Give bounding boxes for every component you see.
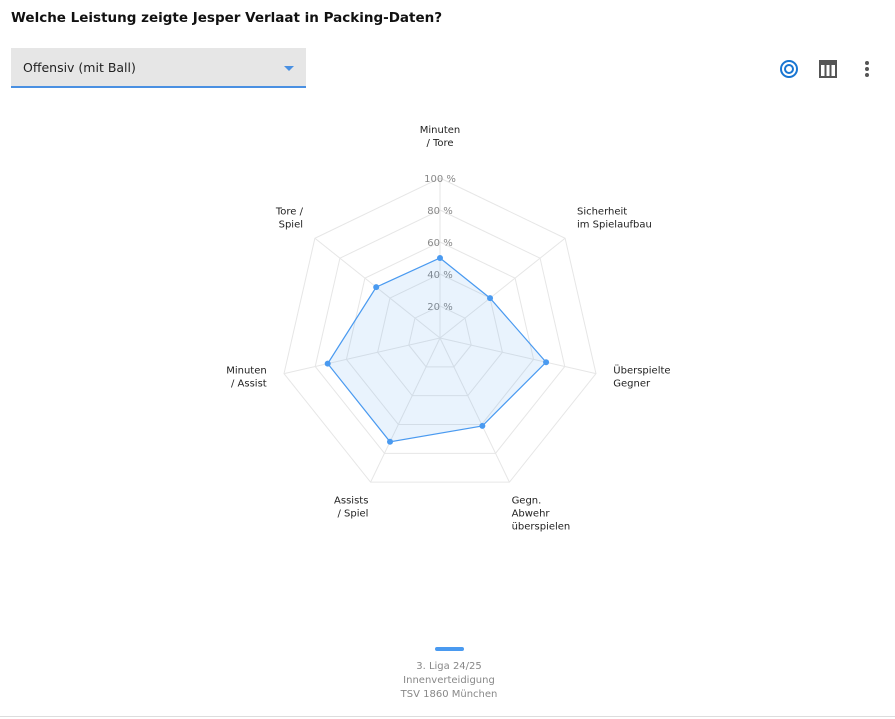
spoke — [439, 337, 510, 483]
spoke — [439, 237, 566, 339]
table-icon[interactable] — [819, 60, 837, 78]
r-tick-label: 20 % — [427, 302, 452, 313]
axis-label-line: Gegn. — [512, 495, 542, 506]
grid-ring — [408, 305, 472, 368]
grid-ring — [283, 177, 597, 483]
grid-ring — [314, 209, 566, 454]
axis-label-line: im Spielaufbau — [577, 219, 652, 230]
dropdown[interactable]: Offensiv (mit Ball) — [11, 48, 306, 88]
data-point — [324, 360, 331, 367]
spoke — [283, 337, 441, 375]
data-point — [487, 295, 494, 302]
axis-label-line: / Spiel — [337, 508, 368, 519]
axis-label: Minuten / Tore — [420, 125, 461, 149]
axis-label-line: Abwehr — [512, 508, 551, 519]
axis-label: Tore / Spiel — [275, 206, 304, 230]
grid-ring — [345, 241, 535, 425]
axis-label-line: Tore / — [275, 206, 304, 217]
r-tick-label: 80 % — [427, 206, 452, 217]
toolbar — [780, 60, 869, 78]
legend-text: 3. Liga 24/25 — [416, 661, 482, 672]
axis-label-line: Spiel — [279, 219, 303, 230]
spoke — [439, 337, 597, 375]
caret — [284, 66, 294, 71]
data-point — [437, 255, 443, 261]
r-tick-label: 60 % — [427, 238, 452, 249]
grid-ring — [377, 273, 503, 397]
data-point — [479, 422, 486, 429]
axis-label-line: / Tore — [426, 138, 453, 149]
axis-label: Überspielte Gegner — [613, 363, 670, 389]
axis-label: Minuten / Assist — [226, 365, 267, 389]
r-tick-label: 100 % — [424, 174, 456, 185]
r-tick-label: 40 % — [427, 270, 452, 281]
legend-swatch — [435, 647, 464, 651]
axis-label-line: Minuten — [420, 125, 461, 136]
axis-label-line: Assists — [334, 495, 368, 506]
dropdown-value: Offensiv (mit Ball) — [23, 60, 136, 75]
axis-label: Gegn. Abwehr überspielen — [512, 495, 571, 532]
data-point — [373, 284, 380, 291]
legend-text: Innenverteidigung — [403, 675, 495, 686]
series-area — [326, 257, 547, 443]
legend-text: TSV 1860 München — [400, 689, 498, 700]
divider — [0, 716, 895, 717]
radar-icon[interactable] — [780, 60, 798, 78]
axis-label: Sicherheit im Spielaufbau — [577, 206, 652, 230]
axis-label-line: Überspielte — [613, 363, 670, 376]
spoke — [370, 337, 441, 483]
axis-label-line: Gegner — [613, 378, 651, 389]
axis-label-line: / Assist — [231, 378, 267, 389]
axis-label-line: überspielen — [512, 521, 571, 532]
axis-label: Assists / Spiel — [334, 495, 368, 519]
data-point — [387, 438, 394, 445]
data-point — [543, 359, 550, 366]
title: Welche Leistung zeigte Jesper Verlaat in… — [11, 10, 443, 26]
axis-label-line: Sicherheit — [577, 206, 627, 217]
menu-icon[interactable] — [865, 61, 869, 77]
axis-label-line: Minuten — [226, 365, 267, 376]
